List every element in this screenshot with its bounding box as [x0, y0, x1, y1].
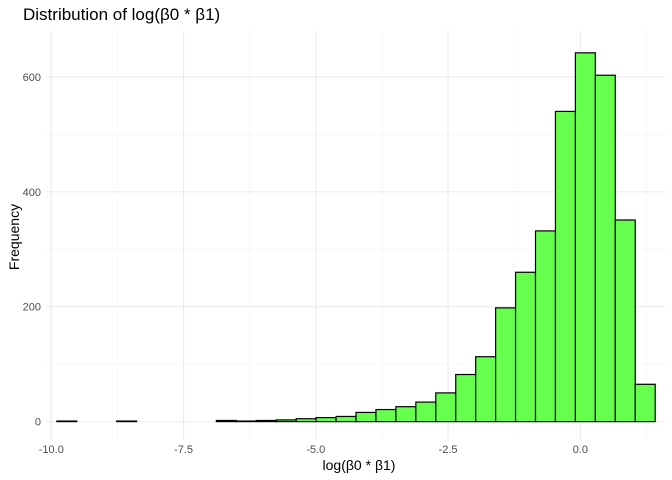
ticks: -10.0 -7.5 -5.0 -2.5 0.0 0 200 400 600 [23, 72, 588, 456]
histogram-bar [554, 110, 577, 423]
y-tick-label: 400 [23, 187, 41, 199]
chart-title: Distribution of log(β0 * β1) [23, 5, 220, 24]
x-tick-label: -7.5 [174, 444, 193, 456]
histogram-bar [574, 52, 596, 423]
histogram-bar [455, 373, 477, 423]
histogram-bar [275, 419, 297, 423]
y-tick-label: 200 [23, 302, 41, 314]
y-axis-label: Frequency [6, 204, 22, 270]
histogram-bar [116, 420, 138, 423]
histogram-bar [335, 415, 357, 423]
histogram-bar [375, 408, 397, 423]
histogram-bar [594, 74, 616, 423]
bars [56, 52, 656, 423]
histogram-bar [495, 307, 517, 423]
y-tick-label: 600 [23, 72, 41, 84]
histogram-bar [355, 411, 377, 423]
histogram-bar [534, 230, 557, 423]
histogram-bar [395, 406, 417, 423]
histogram-bar [614, 219, 636, 423]
histogram-bar [475, 356, 497, 423]
histogram-bar [514, 271, 537, 423]
histogram-bar [315, 416, 337, 423]
x-tick-label: 0.0 [573, 444, 588, 456]
x-tick-label: -2.5 [439, 444, 458, 456]
histogram-bar [215, 419, 237, 423]
histogram-bar [435, 392, 457, 423]
histogram-bar [56, 420, 78, 423]
histogram-bar [415, 401, 437, 423]
histogram-bar [295, 418, 317, 423]
x-tick-label: -10.0 [39, 444, 64, 456]
histogram-bar [255, 419, 277, 423]
y-tick-label: 0 [35, 417, 41, 429]
x-axis-label: log(β0 * β1) [323, 457, 396, 473]
histogram-bar [235, 420, 257, 423]
histogram-bar [634, 383, 656, 423]
x-tick-label: -5.0 [306, 444, 325, 456]
